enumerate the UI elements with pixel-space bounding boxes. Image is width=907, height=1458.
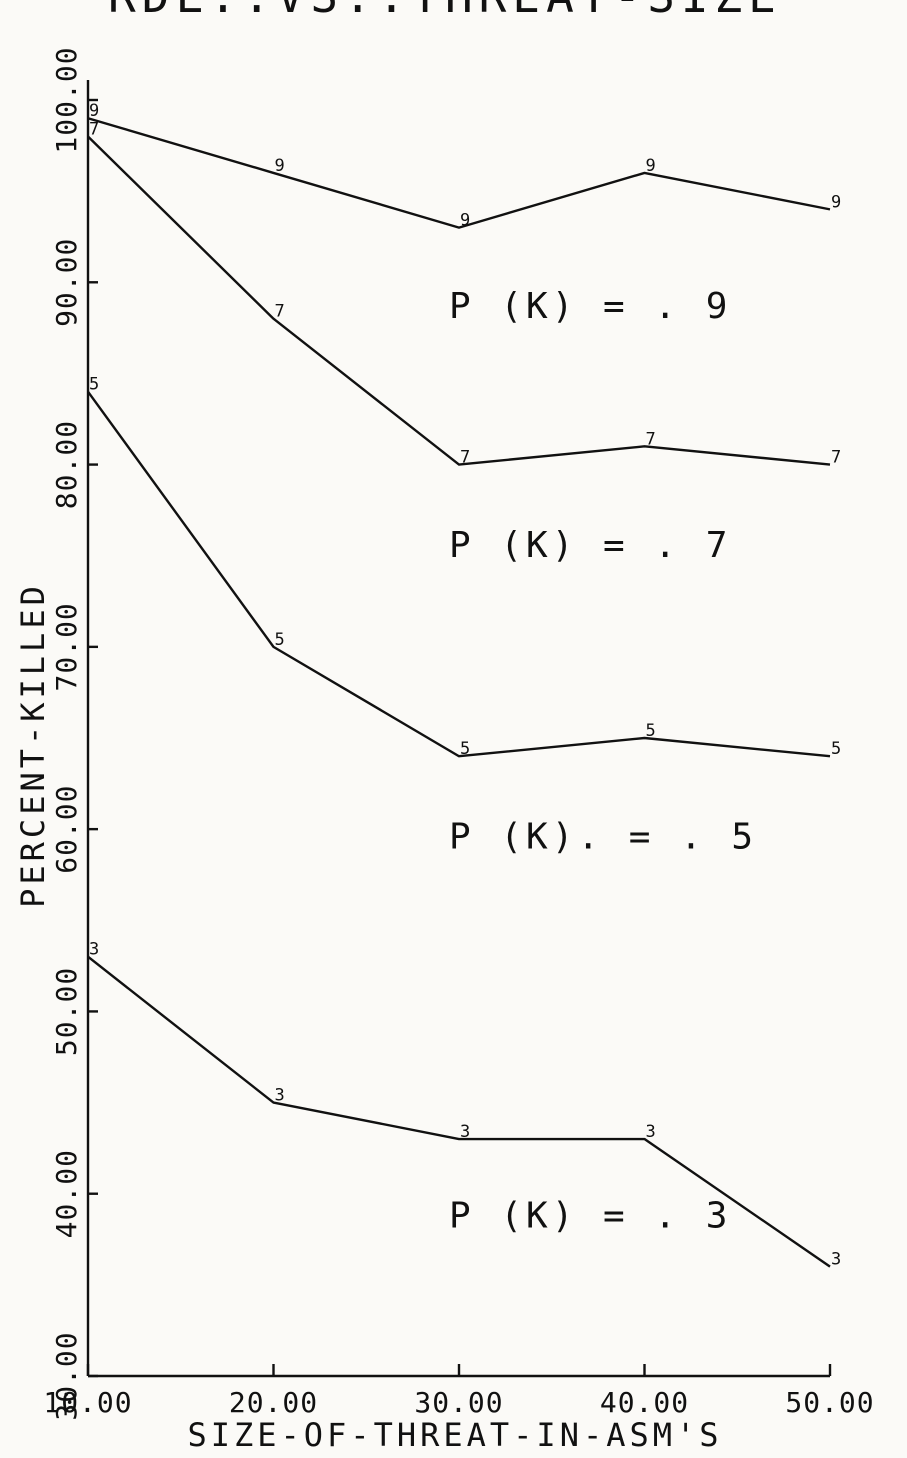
y-tick-label: 70.00 xyxy=(50,602,83,691)
data-point-marker: 7 xyxy=(275,302,285,322)
series-label: P (K). = . 5 xyxy=(449,816,757,857)
series-label: P (K) = . 7 xyxy=(449,525,731,566)
series-layer: 9 9 9 9 9 P (K) = . 9 7 7 7 7 7 P (K) = . 7 5 5 5 5 5 P (… xyxy=(87,101,841,1270)
x-tick-label: 30.00 xyxy=(414,1386,503,1419)
data-point-marker: 7 xyxy=(646,429,656,449)
data-point-marker: 9 xyxy=(831,192,841,212)
data-point-marker: 3 xyxy=(460,1122,470,1142)
x-tick-label: 10.00 xyxy=(43,1386,132,1419)
data-point-marker: 9 xyxy=(89,101,99,121)
y-tick-label: 60.00 xyxy=(50,784,83,873)
y-axis-label: PERCENT-KILLED xyxy=(14,582,52,908)
data-point-marker: 7 xyxy=(831,448,841,468)
series-line xyxy=(87,117,831,229)
data-point-marker: 5 xyxy=(460,739,470,759)
data-point-marker: 9 xyxy=(460,211,470,231)
y-tick-label: 100.00 xyxy=(50,46,83,153)
data-point-marker: 9 xyxy=(275,156,285,176)
axes xyxy=(86,80,830,1378)
data-point-marker: 5 xyxy=(831,739,841,759)
series-line xyxy=(87,390,831,758)
data-point-marker: 3 xyxy=(831,1250,841,1270)
x-tick-label: 40.00 xyxy=(600,1386,689,1419)
y-ticks: 30.00 40.00 50.00 60.00 70.00 80.00 90.00 100.0… xyxy=(50,46,98,1421)
data-point-marker: 9 xyxy=(646,156,656,176)
series-line xyxy=(87,955,831,1268)
x-tick-label: 50.00 xyxy=(785,1386,874,1419)
data-point-marker: 3 xyxy=(646,1122,656,1142)
data-point-marker: 5 xyxy=(646,721,656,741)
data-point-marker: 3 xyxy=(275,1086,285,1106)
x-tick-label: 20.00 xyxy=(229,1386,318,1419)
data-point-marker: 7 xyxy=(460,448,470,468)
series-label: P (K) = . 9 xyxy=(449,286,731,327)
y-tick-label: 50.00 xyxy=(50,967,83,1056)
y-tick-label: 30.00 xyxy=(50,1331,83,1420)
data-point-marker: 3 xyxy=(89,940,99,960)
series-label: P (K) = . 3 xyxy=(449,1196,731,1237)
data-point-marker: 7 xyxy=(89,119,99,139)
y-tick-label: 40.00 xyxy=(50,1149,83,1238)
x-axis-label: SIZE-OF-THREAT-IN-ASM'S xyxy=(187,1416,722,1454)
y-tick-label: 90.00 xyxy=(50,238,83,327)
y-tick-label: 80.00 xyxy=(50,420,83,509)
data-point-marker: 5 xyxy=(89,375,99,395)
x-ticks: 10.00 20.00 30.00 40.00 50.00 xyxy=(43,1364,874,1419)
series-line xyxy=(87,135,831,466)
data-point-marker: 5 xyxy=(275,630,285,650)
chart-title: RDL..VS..THREAT-SIZE xyxy=(108,0,782,23)
